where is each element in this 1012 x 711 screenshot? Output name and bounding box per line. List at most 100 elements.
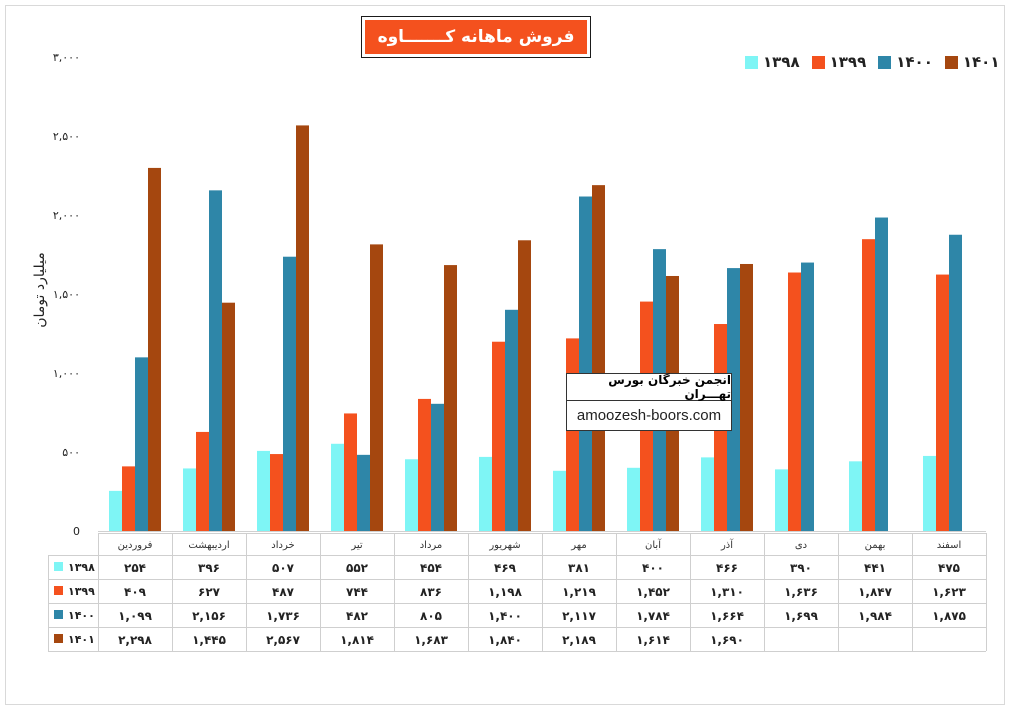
bar-1-11 <box>849 461 862 531</box>
bar-1-8 <box>627 467 640 531</box>
bar-1-9 <box>701 457 714 531</box>
category-label: اسفند <box>937 540 961 551</box>
y-axis-label: میلیارد تومان <box>32 252 48 328</box>
table-cell-value: ۱,۶۲۳ <box>932 585 967 599</box>
bar-3-12 <box>949 234 962 531</box>
table-cell-value: ۱,۷۸۴ <box>636 609 670 623</box>
table-cell-value: ۴۴۱ <box>864 561 886 575</box>
legend-swatch <box>944 55 958 69</box>
bar-2-1 <box>122 466 135 531</box>
table-cell-value: ۵۵۲ <box>346 561 369 575</box>
table-cell-value: ۴۰۹ <box>124 585 147 599</box>
table-legend-key <box>54 562 63 571</box>
bar-3-4 <box>357 454 370 531</box>
table-cell-value: ۱,۶۸۳ <box>414 633 449 647</box>
bar-3-7 <box>579 196 592 531</box>
bar-2-10 <box>788 272 801 531</box>
y-tick-label: 0 <box>73 525 80 538</box>
table-cell-value: ۴۸۲ <box>346 609 369 623</box>
table-cell-value: ۴۶۹ <box>494 561 517 575</box>
bar-3-5 <box>431 403 444 531</box>
table-cell-value: ۱,۶۹۰ <box>710 633 744 647</box>
bar-4-4 <box>370 244 383 531</box>
table-cell-value: ۴۰۰ <box>642 561 664 575</box>
bar-4-1 <box>148 167 161 531</box>
table-cell-value: ۱,۶۳۶ <box>784 585 818 599</box>
bar-2-4 <box>344 413 357 531</box>
table-legend-key <box>54 586 63 595</box>
legend-item-3: ۱۴۰۰ <box>878 53 933 71</box>
chart-title-box: فروش ماهانه کـــــــاوه <box>361 16 591 58</box>
watermark-box: انجمن خبرگان بورس تهـــران amoozesh-boor… <box>566 373 732 431</box>
bar-4-9 <box>740 263 753 531</box>
category-label: اردیبهشت <box>188 540 229 551</box>
category-label: خرداد <box>271 540 294 551</box>
y-tick-label: ۵۰۰ <box>62 446 80 459</box>
table-cell-value: ۳۹۰ <box>790 561 812 575</box>
bar-3-10 <box>801 262 814 531</box>
table-cell-value: ۱,۰۹۹ <box>118 609 153 623</box>
legend-swatch <box>745 55 758 69</box>
table-cell-value: ۱,۴۵۲ <box>636 585 671 599</box>
bar-2-3 <box>270 454 283 531</box>
category-label: دی <box>795 540 807 551</box>
table-cell-value: ۷۴۴ <box>346 585 368 599</box>
bar-3-6 <box>505 309 518 531</box>
table-cell-value: ۱,۸۱۴ <box>340 633 374 647</box>
table-cell-value: ۱,۹۸۴ <box>858 609 892 623</box>
chart-legend: ۱۳۹۸ ۱۳۹۹ ۱۴۰۰ ۱۴۰۱ <box>745 50 1000 74</box>
legend-swatch <box>811 55 825 69</box>
table-cell-value: ۱,۸۴۰ <box>488 633 522 647</box>
category-label: تیر <box>350 540 363 551</box>
table-series-name: ۱۴۰۰ <box>68 609 95 622</box>
bar-1-3 <box>257 450 270 531</box>
bar-4-6 <box>518 240 531 531</box>
bar-4-2 <box>222 302 235 531</box>
bar-3-2 <box>209 190 222 532</box>
bar-1-1 <box>109 490 122 531</box>
category-label: بهمن <box>865 540 886 551</box>
table-cell-value: ۲,۵۶۷ <box>266 633 301 647</box>
table-cell-value: ۲۵۴ <box>124 561 146 575</box>
table-cell-value: ۱,۶۹۹ <box>784 609 819 623</box>
table-cell-value: ۸۰۵ <box>420 609 442 623</box>
bar-3-11 <box>875 217 888 531</box>
table-cell-value: ۲,۱۵۶ <box>192 609 226 623</box>
table-cell-value: ۸۳۶ <box>420 585 442 599</box>
bar-1-10 <box>775 469 788 531</box>
table-legend-key <box>54 610 63 619</box>
table-cell-value: ۳۹۶ <box>198 561 220 575</box>
chart-title: فروش ماهانه کـــــــاوه <box>365 20 587 54</box>
bar-3-1 <box>135 357 148 531</box>
table-cell-value: ۱,۸۷۵ <box>932 609 966 623</box>
category-label: آبان <box>645 538 662 551</box>
table-cell-value: ۴۵۴ <box>420 561 442 575</box>
bar-4-7 <box>592 185 605 531</box>
watermark-name: انجمن خبرگان بورس تهـــران <box>567 373 731 401</box>
legend-item-1: ۱۳۹۸ <box>745 53 800 71</box>
category-label: شهریور <box>488 540 520 551</box>
legend-label: ۱۴۰۱ <box>962 53 1000 71</box>
table-cell-value: ۱,۱۹۸ <box>488 585 523 599</box>
legend-label: ۱۳۹۹ <box>829 53 867 71</box>
bar-2-11 <box>862 239 875 531</box>
bar-1-5 <box>405 459 418 531</box>
bar-2-7 <box>566 338 579 531</box>
table-cell-value: ۴۶۶ <box>716 561 738 575</box>
bar-1-2 <box>183 468 196 531</box>
bar-1-12 <box>923 455 936 531</box>
table-cell-value: ۱,۲۱۹ <box>562 585 597 599</box>
legend-item-2: ۱۳۹۹ <box>811 53 867 71</box>
y-tick-label: ۳,۰۰۰ <box>53 51 80 64</box>
table-cell-value: ۳۸۱ <box>568 561 590 575</box>
table-series-name: ۱۴۰۱ <box>68 633 95 646</box>
category-label: مرداد <box>420 540 443 551</box>
table-cell-value: ۲,۲۹۸ <box>118 633 153 647</box>
table-cell-value: ۲,۱۱۷ <box>562 609 597 623</box>
y-tick-label: ۱,۰۰۰ <box>53 367 80 380</box>
bar-2-12 <box>936 274 949 531</box>
table-cell-value: ۶۲۷ <box>198 585 221 599</box>
table-cell-value: ۲,۱۸۹ <box>562 633 597 647</box>
category-label: آذر <box>720 538 734 551</box>
